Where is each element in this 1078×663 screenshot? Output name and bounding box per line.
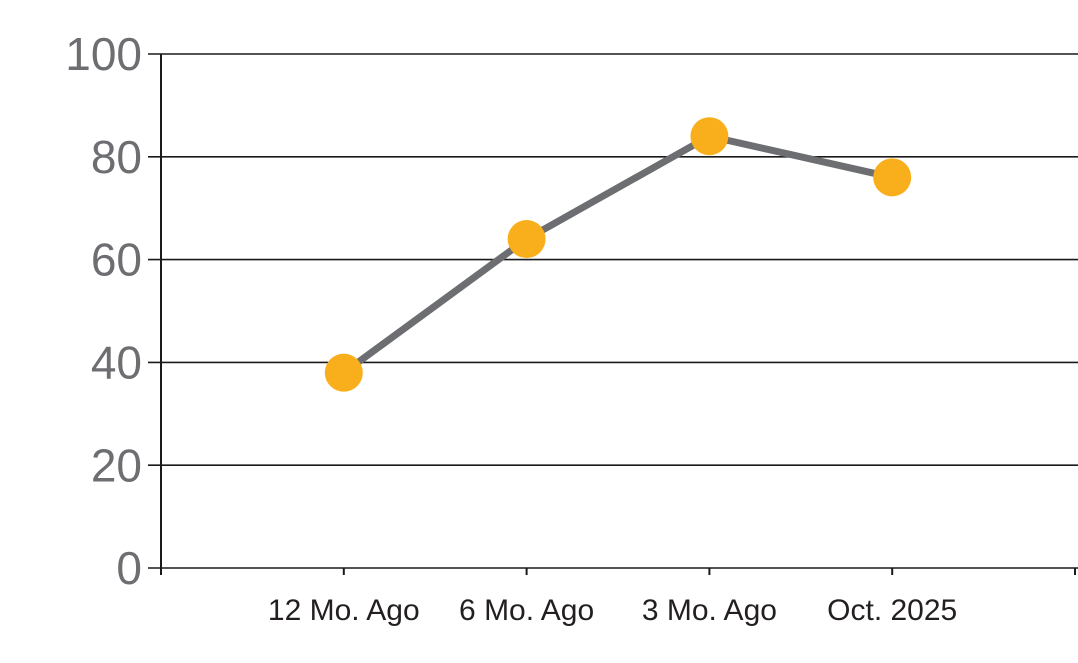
series-line <box>340 132 896 377</box>
x-tick-label: Oct. 2025 <box>827 594 957 627</box>
y-tick-label: 80 <box>91 131 142 183</box>
y-tick-label: 0 <box>116 542 142 594</box>
data-point-marker <box>690 117 729 156</box>
data-point-marker <box>507 220 546 259</box>
x-tick-label: 6 Mo. Ago <box>459 594 594 627</box>
y-tick-label: 20 <box>91 439 142 491</box>
data-point-marker <box>873 158 912 197</box>
x-tick-label: 3 Mo. Ago <box>642 594 777 627</box>
x-tick-label: 12 Mo. Ago <box>268 594 420 627</box>
y-tick-label: 40 <box>91 337 142 389</box>
y-tick-label: 60 <box>91 234 142 286</box>
y-tick-label: 100 <box>65 28 142 80</box>
data-point-marker <box>324 353 363 392</box>
